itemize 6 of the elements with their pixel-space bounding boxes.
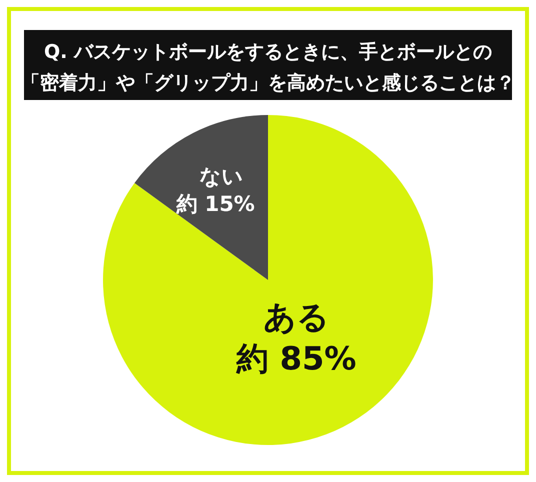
- chart-title: Q. バスケットボールをするときに、手とボールとの「密着力」や「グリップ力」を高めたいと感じることは？: [21, 41, 515, 94]
- data-label: 約 85%: [236, 339, 356, 378]
- slice-label: ない: [200, 164, 244, 189]
- title: Q. バスケットボールをするときに、手とボールとの「密着力」や「グリップ力」を高めたいと感じることは？: [21, 30, 515, 100]
- data-label: 約 15%: [175, 192, 255, 216]
- slice-label: ある: [263, 298, 330, 336]
